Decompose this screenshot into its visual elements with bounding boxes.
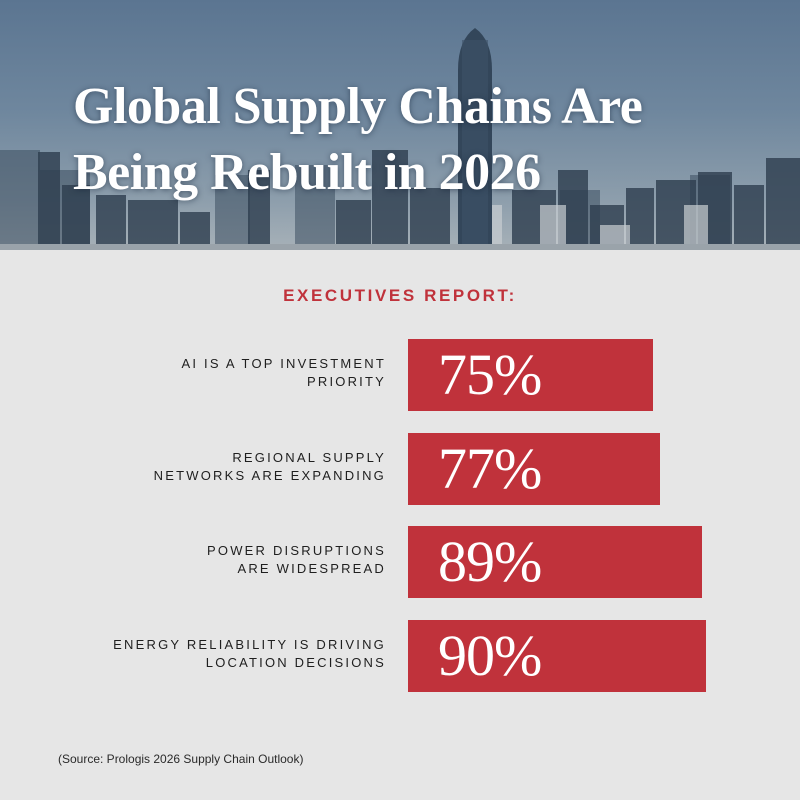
title-line-1: Global Supply Chains Are — [73, 78, 643, 135]
bar-value-label: 77% — [438, 435, 542, 501]
bar: 89% — [408, 526, 702, 598]
hero-banner: Global Supply Chains Are Being Rebuilt i… — [0, 0, 800, 250]
title-line-2: Being Rebuilt in 2026 — [73, 144, 541, 201]
category-label-line: NETWORKS ARE EXPANDING — [153, 467, 386, 483]
category-label-line: POWER DISRUPTIONS — [207, 543, 386, 558]
bar-value-label: 75% — [438, 342, 542, 407]
chart-subtitle: EXECUTIVES REPORT: — [283, 286, 517, 305]
bar-category-label: ENERGY RELIABILITY IS DRIVING LOCATION DE… — [26, 636, 386, 672]
bar: 75% — [408, 339, 653, 411]
category-label-line: ENERGY RELIABILITY IS DRIVING — [113, 636, 386, 652]
bar-category-label: REGIONAL SUPPLY NETWORKS ARE EXPANDING — [26, 449, 386, 485]
bar: 90% — [408, 619, 706, 692]
bar: 77% — [408, 432, 660, 505]
category-label-line: ARE WIDESPREAD — [237, 561, 386, 576]
city-skyline-image — [0, 28, 800, 250]
bar-category-label: POWER DISRUPTIONS ARE WIDESPREAD — [26, 542, 386, 578]
page-title: Global Supply Chains Are Being Rebuilt i… — [73, 74, 643, 206]
bar-category-label: AI IS A TOP INVESTMENT PRIORITY — [26, 355, 386, 391]
bar-value-label: 89% — [438, 529, 542, 594]
category-label-line: REGIONAL SUPPLY — [232, 449, 386, 465]
category-label-line: PRIORITY — [307, 374, 386, 389]
category-label-line: LOCATION DECISIONS — [205, 654, 386, 670]
bar-value-label: 90% — [438, 622, 542, 688]
category-label-line: AI IS A TOP INVESTMENT — [181, 356, 386, 371]
source-note: (Source: Prologis 2026 Supply Chain Outl… — [58, 752, 304, 766]
